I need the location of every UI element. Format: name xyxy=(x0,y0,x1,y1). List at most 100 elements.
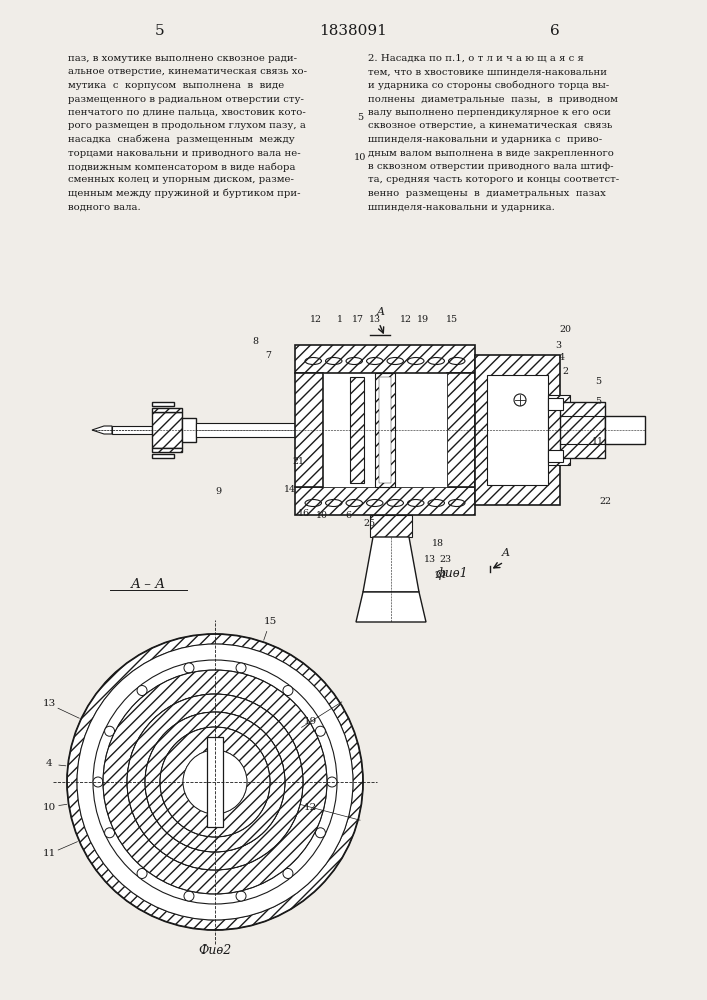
Text: рого размещен в продольном глухом пазу, а: рого размещен в продольном глухом пазу, … xyxy=(68,121,306,130)
Bar xyxy=(323,373,447,487)
Circle shape xyxy=(315,828,325,838)
Bar xyxy=(370,515,412,537)
Text: в сквозном отверстии приводного вала штиф-: в сквозном отверстии приводного вала шти… xyxy=(368,162,614,171)
Bar xyxy=(560,402,605,458)
Circle shape xyxy=(105,828,115,838)
Text: та, средняя часть которого и концы соответст-: та, средняя часть которого и концы соотв… xyxy=(368,176,619,184)
Bar xyxy=(560,402,605,458)
Text: венно  размещены  в  диаметральных  пазах: венно размещены в диаметральных пазах xyxy=(368,189,606,198)
Circle shape xyxy=(137,686,147,696)
Circle shape xyxy=(315,726,325,736)
Circle shape xyxy=(145,712,285,852)
Bar xyxy=(196,423,295,437)
Circle shape xyxy=(93,777,103,787)
Text: водного вала.: водного вала. xyxy=(68,202,141,212)
Text: 14: 14 xyxy=(284,486,296,494)
Text: 2. Насадка по п.1, о т л и ч а ю щ а я с я: 2. Насадка по п.1, о т л и ч а ю щ а я с… xyxy=(368,54,584,63)
Circle shape xyxy=(183,750,247,814)
Text: 21: 21 xyxy=(292,458,304,466)
Circle shape xyxy=(127,694,303,870)
Text: пенчатого по длине пальца, хвостовик кото-: пенчатого по длине пальца, хвостовик кот… xyxy=(68,108,305,117)
Text: 2: 2 xyxy=(562,367,568,376)
Text: 5: 5 xyxy=(156,24,165,38)
Text: торцами наковальни и приводного вала не-: торцами наковальни и приводного вала не- xyxy=(68,148,300,157)
Circle shape xyxy=(137,868,147,878)
Text: 13: 13 xyxy=(424,556,436,564)
Text: 10: 10 xyxy=(354,152,366,161)
Text: 5: 5 xyxy=(595,377,601,386)
Text: 19: 19 xyxy=(303,718,317,726)
Bar xyxy=(152,402,174,406)
Circle shape xyxy=(236,663,246,673)
Bar xyxy=(475,355,560,505)
Circle shape xyxy=(514,394,526,406)
Bar xyxy=(207,737,223,827)
Text: 3: 3 xyxy=(555,340,561,350)
Bar xyxy=(295,373,323,487)
Text: 6: 6 xyxy=(345,512,351,520)
Text: Фиѳ2: Фиѳ2 xyxy=(199,944,232,956)
Text: 1: 1 xyxy=(337,316,343,324)
Text: 20: 20 xyxy=(559,326,571,334)
Text: полнены  диаметральные  пазы,  в  приводном: полнены диаметральные пазы, в приводном xyxy=(368,95,618,104)
Text: щенным между пружиной и буртиком при-: щенным между пружиной и буртиком при- xyxy=(68,189,300,198)
Text: шпинделя-наковальни и ударника.: шпинделя-наковальни и ударника. xyxy=(368,202,555,212)
Text: 4: 4 xyxy=(559,354,565,362)
Text: фиѳ1: фиѳ1 xyxy=(436,568,468,580)
Bar xyxy=(152,454,174,458)
Bar xyxy=(548,398,563,410)
Text: подвижным компенсатором в виде набора: подвижным компенсатором в виде набора xyxy=(68,162,296,172)
Circle shape xyxy=(236,891,246,901)
Bar xyxy=(605,416,645,444)
Text: насадка  снабжена  размещенным  между: насадка снабжена размещенным между xyxy=(68,135,295,144)
Bar xyxy=(152,408,182,412)
Text: 25: 25 xyxy=(363,520,375,528)
Polygon shape xyxy=(92,426,112,434)
Text: 6: 6 xyxy=(550,24,560,38)
Text: 23: 23 xyxy=(439,556,451,564)
Text: мутика  с  корпусом  выполнена  в  виде: мутика с корпусом выполнена в виде xyxy=(68,81,284,90)
Circle shape xyxy=(283,686,293,696)
Circle shape xyxy=(327,777,337,787)
Text: 15: 15 xyxy=(264,617,276,626)
Text: 8: 8 xyxy=(252,338,258,347)
Bar xyxy=(152,448,182,452)
Text: 12: 12 xyxy=(400,316,412,324)
Circle shape xyxy=(105,726,115,736)
Text: валу выполнено перпендикулярное к его оси: валу выполнено перпендикулярное к его ос… xyxy=(368,108,611,117)
Text: A: A xyxy=(377,307,385,317)
Text: 10: 10 xyxy=(42,802,56,812)
Text: тем, что в хвостовике шпинделя-наковальни: тем, что в хвостовике шпинделя-наковальн… xyxy=(368,68,607,77)
Text: 10: 10 xyxy=(316,512,328,520)
Bar xyxy=(548,450,563,462)
Text: альное отверстие, кинематическая связь хо-: альное отверстие, кинематическая связь х… xyxy=(68,68,307,77)
Text: 19: 19 xyxy=(417,316,429,324)
Circle shape xyxy=(283,868,293,878)
Circle shape xyxy=(103,670,327,894)
Text: и ударника со стороны свободного торца вы-: и ударника со стороны свободного торца в… xyxy=(368,81,609,91)
Circle shape xyxy=(184,891,194,901)
Text: 1838091: 1838091 xyxy=(319,24,387,38)
Text: 5: 5 xyxy=(357,113,363,122)
Bar xyxy=(447,373,475,487)
Text: 12: 12 xyxy=(303,802,317,812)
Text: A: A xyxy=(502,548,510,558)
Text: 11: 11 xyxy=(592,438,604,446)
Bar xyxy=(350,377,364,483)
Text: 15: 15 xyxy=(446,316,458,324)
Text: 18: 18 xyxy=(432,540,444,548)
Bar xyxy=(295,345,475,373)
Text: 5: 5 xyxy=(595,397,601,406)
Text: 13: 13 xyxy=(369,316,381,324)
Text: 17: 17 xyxy=(352,316,364,324)
Circle shape xyxy=(160,727,270,837)
Text: сменных колец и упорным диском, разме-: сменных колец и упорным диском, разме- xyxy=(68,176,294,184)
Bar xyxy=(379,377,391,483)
Text: 13: 13 xyxy=(42,700,56,708)
Bar xyxy=(548,395,570,465)
Text: 16: 16 xyxy=(298,510,310,518)
Bar xyxy=(182,418,196,442)
Text: 4: 4 xyxy=(46,760,52,768)
Polygon shape xyxy=(363,537,419,592)
Text: сквозное отверстие, а кинематическая  связь: сквозное отверстие, а кинематическая свя… xyxy=(368,121,612,130)
